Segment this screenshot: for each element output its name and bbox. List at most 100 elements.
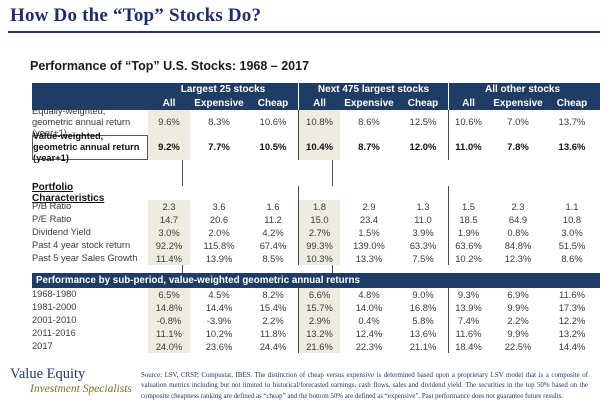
table-cell: 14.0% bbox=[355, 302, 383, 313]
table-cell: 12.2% bbox=[558, 315, 586, 326]
row-label: Past 5 year Sales Growth bbox=[32, 253, 138, 264]
table-cell: 24.4% bbox=[259, 341, 287, 352]
table-cell: -3.9% bbox=[206, 315, 232, 326]
table-cell: 1.5 bbox=[448, 200, 488, 213]
table-cell: 2.2% bbox=[507, 315, 529, 326]
table-cell: 2.3 bbox=[148, 200, 190, 213]
table-cell: 10.4% bbox=[298, 135, 340, 160]
spacer-cell bbox=[432, 265, 480, 273]
row-label: Past 4 year stock return bbox=[32, 240, 131, 251]
table-cell: 84.8% bbox=[504, 240, 532, 251]
table-cell: 7.8% bbox=[507, 142, 529, 153]
section-gap-2 bbox=[32, 265, 600, 273]
table-cell: 12.4% bbox=[355, 328, 383, 339]
table-cell: 22.3% bbox=[355, 341, 383, 352]
spacer-cell bbox=[298, 186, 340, 200]
table-cell: 9.9% bbox=[507, 328, 529, 339]
spacer-cell bbox=[332, 265, 372, 273]
subheader-cheap: Cheap bbox=[257, 98, 289, 109]
table-cell: 0.4% bbox=[358, 315, 380, 326]
brand-tagline: Investment Specialists bbox=[30, 383, 132, 395]
row-label: 1968-1980 bbox=[32, 289, 77, 300]
group-header-largest-25: Largest 25 stocks bbox=[180, 84, 266, 95]
table-cell: 3.9% bbox=[412, 227, 434, 238]
table-cell: 10.6% bbox=[448, 110, 488, 135]
table-cell: 10.8 bbox=[562, 214, 582, 225]
table-cell: 3.0% bbox=[148, 226, 190, 239]
table-cell: 8.7% bbox=[358, 142, 380, 153]
table-cell: 11.2 bbox=[264, 214, 282, 225]
table-cell: 8.3% bbox=[208, 117, 230, 128]
table-cell: 21.6% bbox=[298, 340, 340, 353]
table-cell: 63.3% bbox=[409, 240, 437, 251]
table-cell: 7.7% bbox=[208, 142, 230, 153]
spacer-cell bbox=[340, 186, 398, 200]
row-label: P/B Ratio bbox=[32, 201, 72, 212]
table-cell: 2.2% bbox=[262, 315, 284, 326]
table-cell: 14.7 bbox=[148, 213, 190, 226]
table-cell: 11.0% bbox=[448, 135, 488, 160]
spacer-cell bbox=[282, 265, 332, 273]
table-cell: 13.9% bbox=[448, 301, 488, 314]
table-cell: 4.2% bbox=[262, 227, 284, 238]
table-cell: 51.5% bbox=[558, 240, 586, 251]
group-header-next-475: Next 475 largest stocks bbox=[298, 83, 448, 97]
table-subheader-row: All Expensive Cheap All Expensive Cheap All Exp… bbox=[32, 97, 600, 110]
table-cell: 10.6% bbox=[259, 117, 287, 128]
spacer-cell bbox=[548, 186, 596, 200]
table-cell: 13.6% bbox=[409, 328, 437, 339]
table-cell: 11.1% bbox=[148, 327, 190, 340]
table-cell: 8.5% bbox=[262, 253, 284, 264]
table-row: 1981-2000 14.8% 14.4% 15.4% 15.7% 14.0% 16.8% 1… bbox=[32, 301, 600, 314]
table-cell: 64.9 bbox=[508, 214, 528, 225]
table-cell: 2.9 bbox=[362, 201, 376, 212]
table-cell: 1.8 bbox=[298, 200, 340, 213]
table-row: P/B Ratio 2.3 3.6 1.6 1.8 2.9 1.3 1.5 2.3 1.1 bbox=[32, 200, 600, 213]
source-disclaimer: Source: LSV, CRSP, Compustat, IBES. The … bbox=[141, 372, 588, 400]
spacer-cell bbox=[182, 265, 224, 273]
table-cell: 7.4% bbox=[448, 314, 488, 327]
table-row: Past 5 year Sales Growth 11.4% 13.9% 8.5% 10… bbox=[32, 252, 600, 265]
table-cell: 139.0% bbox=[353, 240, 385, 251]
table-cell: 63.6% bbox=[448, 239, 488, 252]
spacer-cell bbox=[398, 186, 448, 200]
table-cell: 1.3 bbox=[416, 201, 430, 212]
table-cell: 20.6 bbox=[209, 214, 229, 225]
table-cell: 67.4% bbox=[259, 240, 287, 251]
table-cell: 11.4% bbox=[148, 252, 190, 265]
table-cell: 9.0% bbox=[412, 289, 434, 300]
table-cell: 2.7% bbox=[298, 226, 340, 239]
table-cell: 10.2% bbox=[448, 252, 488, 265]
table-cell: 11.8% bbox=[260, 328, 286, 339]
spacer-cell bbox=[182, 160, 224, 186]
table-cell: 3.0% bbox=[561, 227, 583, 238]
table-row: P/E Ratio 14.7 20.6 11.2 15.0 23.4 11.0 18.5 64.… bbox=[32, 213, 600, 226]
table-cell: 6.6% bbox=[298, 288, 340, 301]
row-label: Value-weighted, geometric annual return … bbox=[32, 131, 148, 163]
table-cell: -0.8% bbox=[148, 314, 190, 327]
table-body: Equally-weighted, geometric annual retur… bbox=[32, 106, 600, 353]
spacer-cell bbox=[190, 186, 248, 200]
spacer-cell bbox=[372, 265, 432, 273]
table-cell: 2.9% bbox=[298, 314, 340, 327]
spacer-cell bbox=[248, 186, 298, 200]
spacer-cell bbox=[74, 265, 132, 273]
table-cell: 9.2% bbox=[148, 135, 190, 160]
table-cell: 1.5% bbox=[358, 227, 380, 238]
table-row: 2017 24.0% 23.6% 24.4% 21.6% 22.3% 21.1% 18.4% 2… bbox=[32, 340, 600, 353]
row-label: 2011-2016 bbox=[32, 328, 76, 339]
row-label: Equally-weighted, geometric annual retur… bbox=[32, 106, 131, 138]
spacer-cell bbox=[332, 160, 372, 186]
spacer-cell bbox=[32, 265, 74, 273]
table-row: 1968-1980 6.5% 4.5% 8.2% 6.6% 4.8% 9.0% 9.3% 6.9… bbox=[32, 288, 600, 301]
table-cell: 12.5% bbox=[409, 117, 437, 128]
table-cell: 22.5% bbox=[504, 341, 532, 352]
table-cell: 4.8% bbox=[358, 289, 380, 300]
table-cell: 8.6% bbox=[358, 117, 380, 128]
table-cell: 23.6% bbox=[205, 341, 233, 352]
spacer-cell bbox=[488, 186, 548, 200]
table-cell: 23.4 bbox=[359, 214, 379, 225]
table-cell: 6.5% bbox=[148, 288, 190, 301]
spacer-cell bbox=[132, 265, 182, 273]
